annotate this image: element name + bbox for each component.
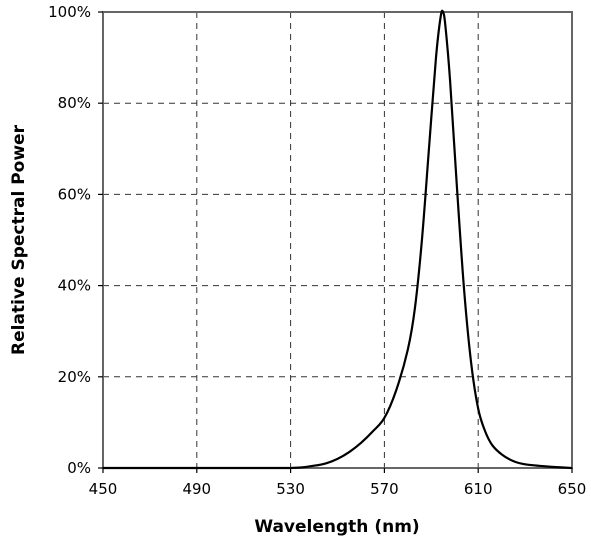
y-tick-label: 100% (48, 3, 91, 21)
y-tick-label: 40% (58, 277, 91, 295)
axis-ticks (98, 11, 573, 473)
x-tick-labels: 450 490 530 570 610 650 (89, 480, 587, 498)
y-tick-label: 20% (58, 368, 91, 386)
x-tick-label: 650 (558, 480, 587, 498)
y-axis-title: Relative Spectral Power (9, 124, 29, 355)
x-tick-label: 450 (89, 480, 118, 498)
plot-frame (102, 11, 573, 469)
chart-grid (103, 12, 572, 468)
y-tick-label: 0% (67, 459, 91, 477)
x-tick-label: 570 (370, 480, 399, 498)
x-tick-label: 490 (182, 480, 211, 498)
x-tick-label: 610 (464, 480, 493, 498)
x-axis-title: Wavelength (nm) (254, 517, 419, 537)
series-line (103, 9, 573, 470)
x-tick-label: 530 (276, 480, 305, 498)
y-tick-label: 60% (58, 185, 91, 203)
y-tick-label: 80% (58, 94, 91, 112)
y-tick-labels: 0% 20% 40% 60% 80% 100% (48, 3, 91, 477)
